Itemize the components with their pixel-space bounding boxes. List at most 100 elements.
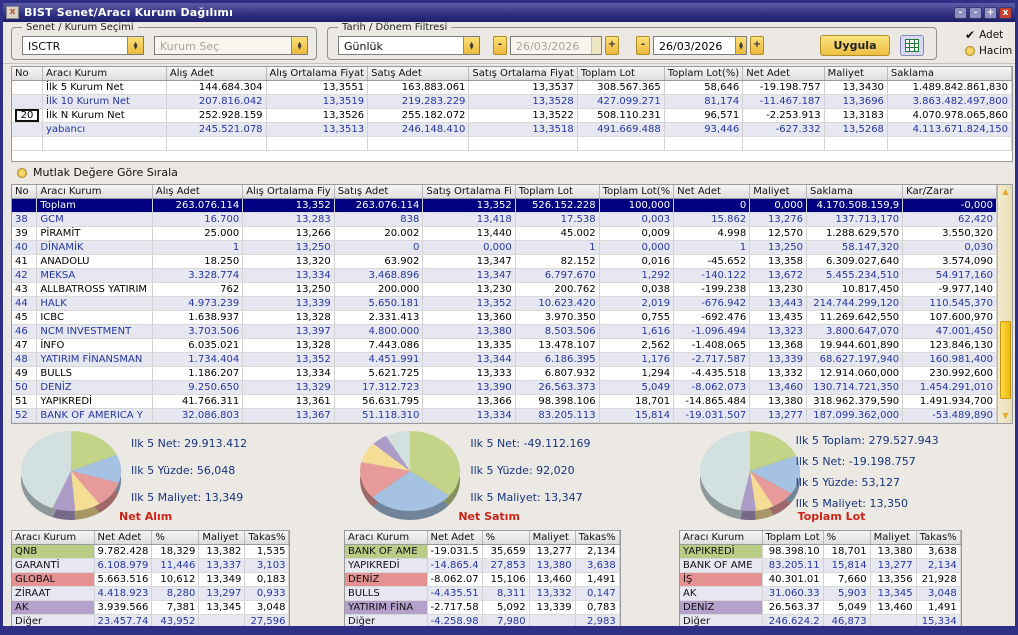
date-to-plus-button[interactable]: + [750,36,764,55]
table-cell: 200.000 [334,282,424,297]
table-row[interactable]: 49 BULLS 1.186.207 13,334 5.621.725 13,333 6.8… [12,366,997,381]
table-cell: ANADOLU [36,254,153,269]
sort-option[interactable]: Mutlak Değere Göre Sırala [17,166,178,179]
date-to-field[interactable]: 26/03/2026 ▲ ▼ [653,36,747,55]
table-cell: 1,294 [599,366,675,381]
column-header: Maliyet [529,531,576,545]
radio-adet[interactable]: ✔ Adet [965,27,1012,43]
column-header[interactable]: Toplam Lot(%) [664,67,744,81]
column-header[interactable]: Aracı Kurum [36,185,153,199]
period-select[interactable]: Günlük ▲ ▼ [338,36,480,55]
table-cell: 13,3519 [266,94,369,109]
table-row[interactable]: 47 İNFO 6.035.021 13,328 7.443.086 13,335 13.4… [12,338,997,353]
table-cell: İlk N Kurum Net [42,108,167,123]
date-to-spinner-icon[interactable]: ▲ ▼ [735,37,746,54]
toplam-lot-table-container: Aracı Kurum Toplam Lot% Maliyet Takas% YAPIK… [679,530,962,630]
kurum-select[interactable]: Kurum Seç ▲ ▼ [154,36,308,55]
restore-icon[interactable]: - [969,6,982,19]
column-header[interactable]: Satış Ortalama Fiyat [468,67,578,81]
table-cell: 13,347 [422,254,516,269]
minimize-icon[interactable]: - [954,6,967,19]
main-table: No Aracı Kurum Alış Adet Alış Ortalama Fiy S… [12,185,997,423]
table-cell: 318.962.379,590 [806,394,904,409]
column-header[interactable]: Aracı Kurum [42,67,167,81]
column-header[interactable]: Toplam Lot [515,185,600,199]
table-cell: 9.782.428 [94,544,153,559]
column-header[interactable]: Satış Adet [367,67,470,81]
column-header[interactable]: No [12,185,38,199]
table-row[interactable]: Toplam 263.076.114 13,352 263.076.114 13,352… [12,198,997,213]
table-row[interactable]: 46 NCM INVESTMENT 3.703.506 13,397 4.800.000… [12,324,997,339]
column-header: Aracı Kurum [680,531,763,545]
vertical-scrollbar[interactable]: ▲ ▼ [997,185,1012,423]
date-from-plus-button[interactable]: + [605,36,619,55]
pie-slice [361,443,411,471]
column-header[interactable]: Toplam Lot(% [599,185,675,199]
column-header[interactable]: Net Adet [673,185,751,199]
table-cell: 1,616 [599,324,675,339]
column-header[interactable]: Net Adet [742,67,825,81]
radio-hacim-label: Hacim [979,45,1013,57]
net-alim-table-container: Aracı Kurum Net Adet% Maliyet Takas% QNB 9.78… [11,530,291,630]
column-header[interactable]: Satış Adet [334,185,424,199]
table-cell: -9.977,140 [902,282,997,297]
column-header[interactable]: No [12,67,43,81]
window-title: BIST Senet/Aracı Kurum Dağılımı [24,6,234,19]
date-to-minus-button[interactable]: - [636,36,650,55]
column-header[interactable]: Satış Ortalama Fi [422,185,516,199]
dropdown-arrows-icon[interactable]: ▲ ▼ [463,37,479,54]
pie-slice [749,455,800,494]
senet-select[interactable]: ISCTR ▲ ▼ [22,36,144,55]
summary-table-container: No Aracı Kurum Alış Adet Alış Ortalama Fiya… [11,66,1013,162]
scrollbar-thumb[interactable] [1000,320,1011,400]
table-cell: 13,460 [870,600,917,615]
table-row[interactable]: 40 DİNAMİK 1 13,250 0 0,000 1 0,000 1 13,250 58.14… [12,240,997,255]
close-icon[interactable]: x [6,6,19,19]
table-row[interactable]: 50 DENİZ 9.250.650 13,329 17.312.723 13,390 26… [12,380,997,395]
column-header[interactable]: Alış Ortalama Fiy [242,185,335,199]
close-window-icon[interactable]: x [999,6,1012,19]
table-cell: DENİZ [680,600,763,615]
table-row[interactable]: 41 ANADOLU 18.250 13,320 63.902 13,347 82.152 0… [12,254,997,269]
table-row[interactable]: 52 BANK OF AMERICA Y 32.086.803 13,367 51.11… [12,408,997,423]
table-cell: 2.331.413 [334,310,424,325]
column-header[interactable]: Maliyet [749,185,807,199]
dropdown-arrows-icon[interactable]: ▲ ▼ [291,37,307,54]
date-from-field[interactable]: 26/03/2026 [510,36,602,55]
column-header[interactable]: Kar/Zarar [902,185,997,199]
export-excel-button[interactable] [900,35,924,56]
net-satim-panel: Ilk 5 Net: -49.112.169 Ilk 5 Yüzde: 92,02… [342,427,681,528]
table-cell: 13,347 [422,268,516,283]
column-header[interactable]: Alış Adet [152,185,244,199]
table-row[interactable]: 51 YAPIKREDİ 41.766.311 13,361 56.631.795 13,… [12,394,997,409]
table-cell [42,136,167,151]
column-header[interactable]: Saklama [806,185,904,199]
table-cell: 26.563.373 [515,380,600,395]
table-cell: 762 [152,282,244,297]
table-row[interactable]: 38 GCM 16.700 13,283 838 13,418 17.538 0,003 15.… [12,212,997,227]
pie-slice [71,471,100,511]
scroll-down-icon[interactable]: ▼ [1002,411,1009,420]
date-from-minus-button[interactable]: - [493,36,507,55]
column-header[interactable]: Alış Ortalama Fiyat [266,67,369,81]
maximize-icon[interactable]: + [984,6,997,19]
column-header[interactable]: Toplam Lot [577,67,665,81]
column-header[interactable]: Maliyet [824,67,888,81]
table-row[interactable]: 48 YATIRIM FİNANSMAN 1.734.404 13,352 4.451.… [12,352,997,367]
table-cell: 45 [12,310,38,325]
column-header[interactable]: Saklama [887,67,1012,81]
table-cell: 144.684.304 [166,80,267,95]
ilk-n-count-input[interactable]: 20 [15,109,39,122]
column-header: % [482,531,530,545]
radio-hacim[interactable]: Hacim [965,43,1012,59]
table-row[interactable]: 44 HALK 4.973.239 13,339 5.650.181 13,352 10.6… [12,296,997,311]
dropdown-arrows-icon[interactable]: ▲ ▼ [127,37,143,54]
scroll-up-icon[interactable]: ▲ [1002,187,1009,196]
table-row[interactable]: 43 ALLBATROSS YATIRIM 762 13,250 200.000 13,2… [12,282,997,297]
table-row[interactable]: 42 MEKSA 3.328.774 13,334 3.468.896 13,347 6.7… [12,268,997,283]
table-row[interactable]: 39 PİRAMİT 25.000 13,266 20.002 13,440 45.002 0… [12,226,997,241]
table-cell: 110.545,370 [902,296,997,311]
column-header[interactable]: Alış Adet [166,67,267,81]
apply-button[interactable]: Uygula [820,35,890,56]
table-row[interactable]: 45 ICBC 1.638.937 13,328 2.331.413 13,360 3.97… [12,310,997,325]
